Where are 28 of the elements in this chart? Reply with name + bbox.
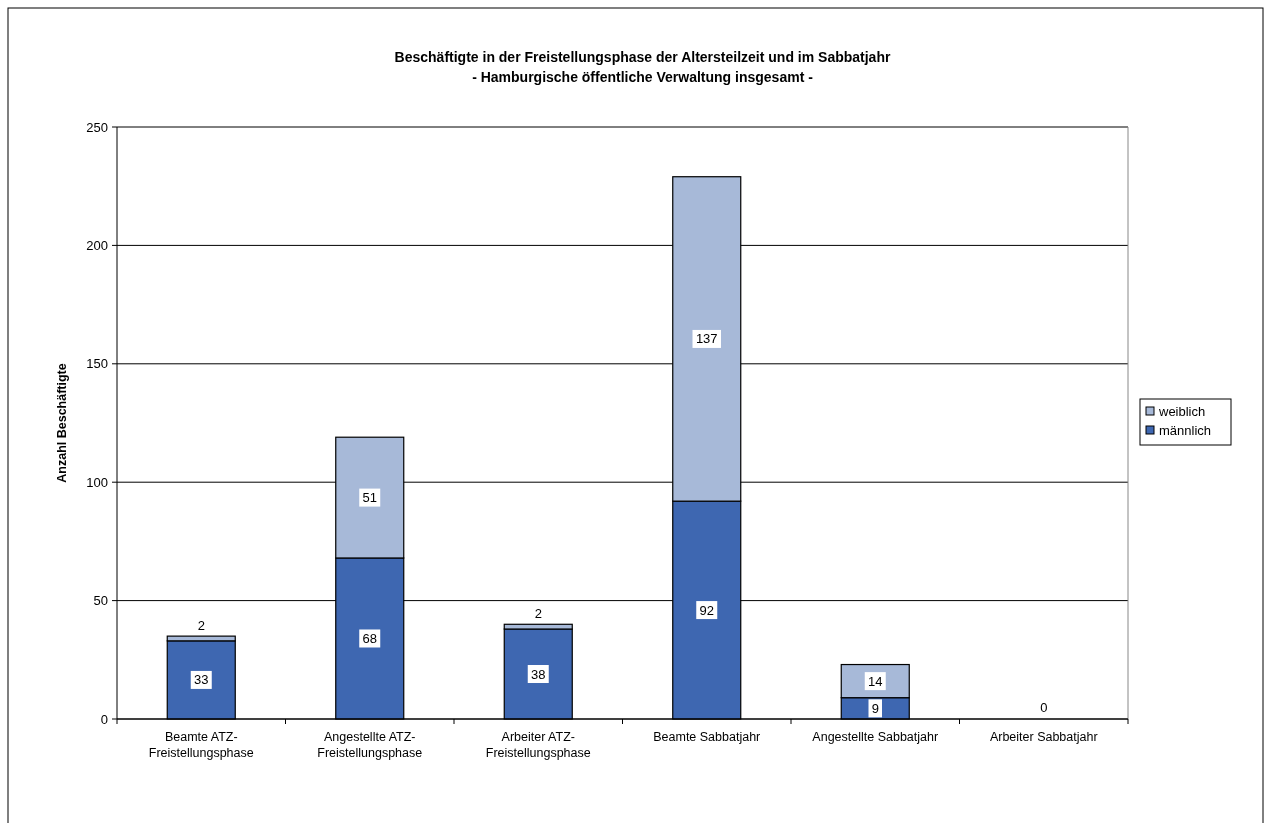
data-label: 2 xyxy=(197,617,205,633)
x-tick-label: Angestellte ATZ-Freistellungsphase xyxy=(317,730,423,760)
chart-title: Beschäftigte in der Freistellungsphase der Altersteilzeit und im Sabbatjahr xyxy=(394,49,891,65)
x-tick-label: Arbeiter ATZ-Freistellungsphase xyxy=(485,730,591,760)
data-label: 0 xyxy=(1040,699,1048,715)
y-tick-label: 0 xyxy=(100,711,108,727)
x-tick-label: Angestellte Sabbatjahr xyxy=(812,730,939,744)
y-axis-title: Anzahl Beschäftigte xyxy=(55,363,69,483)
y-tick-label: 250 xyxy=(86,119,108,135)
data-label: 9 xyxy=(871,700,879,716)
data-label: 92 xyxy=(699,602,714,618)
data-label: 2 xyxy=(534,605,542,621)
data-label: 38 xyxy=(531,666,546,682)
chart-subtitle: - Hamburgische öffentliche Verwaltung insgesamt - xyxy=(472,69,814,85)
data-label: 137 xyxy=(695,331,718,347)
legend-label: männlich xyxy=(1159,423,1212,438)
x-tick-label: Beamte Sabbatjahr xyxy=(653,730,761,744)
y-tick-label: 150 xyxy=(86,356,108,372)
data-label: 51 xyxy=(362,490,377,506)
data-label: 33 xyxy=(194,672,209,688)
data-label: 14 xyxy=(868,673,883,689)
data-label: 68 xyxy=(362,630,377,646)
y-tick-label: 200 xyxy=(86,237,108,253)
legend-label: weiblich xyxy=(1158,404,1206,419)
x-tick-label: Arbeiter Sabbatjahr xyxy=(989,730,1098,744)
y-tick-label: 100 xyxy=(86,474,108,490)
x-tick-label: Beamte ATZ-Freistellungsphase xyxy=(148,730,254,760)
y-tick-label: 50 xyxy=(93,593,108,609)
